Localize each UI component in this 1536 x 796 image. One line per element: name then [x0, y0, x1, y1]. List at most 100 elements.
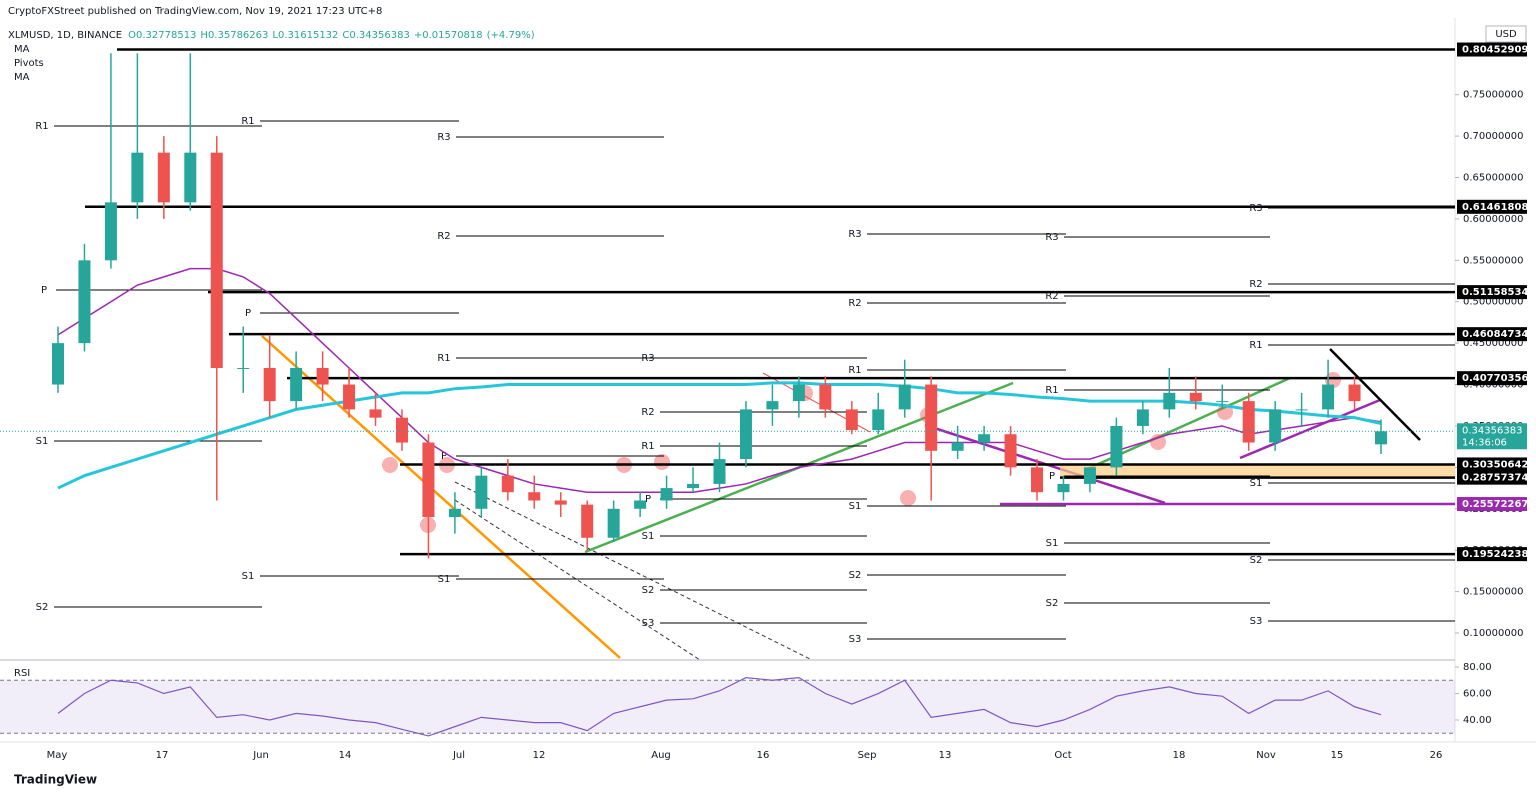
candle-body [1242, 401, 1255, 443]
pivot-label: P [645, 494, 651, 505]
x-tick-label: 17 [156, 750, 169, 761]
trendline [261, 335, 621, 659]
countdown: 14:36:06 [1462, 437, 1507, 448]
candle-body [792, 384, 805, 402]
candle-body [1375, 431, 1387, 445]
pivot-label: R3 [437, 132, 450, 143]
symbol: XLMUSD, 1D, BINANCE [8, 30, 122, 41]
level-label-box [1457, 42, 1527, 57]
current-price-box [1457, 423, 1527, 450]
pivot-label: S3 [1250, 616, 1263, 627]
touch-point [654, 454, 670, 470]
candle-body [1348, 384, 1361, 402]
candle-body [898, 384, 911, 410]
currency-box[interactable] [1485, 25, 1527, 43]
candle-body [1136, 409, 1149, 426]
pivot-label: S2 [36, 602, 49, 613]
pivot-label: R1 [848, 365, 861, 376]
pivot-label: R2 [437, 231, 450, 242]
candle-body [872, 409, 885, 431]
x-tick-label: 13 [939, 750, 952, 761]
y-tick-label: 0.45000000 [1463, 338, 1523, 349]
x-tick-label: Sep [858, 750, 877, 761]
y-tick-label: 0.60000000 [1463, 214, 1523, 225]
pivot-label: R3 [1249, 203, 1262, 214]
candle-body [819, 384, 832, 410]
candle-body [316, 367, 329, 385]
pivot-label: R2 [848, 298, 861, 309]
pivot-label: S1 [642, 531, 655, 542]
pivot-label: S3 [642, 618, 655, 629]
pivot-label: R1 [241, 116, 254, 127]
touch-point [1325, 372, 1341, 388]
x-tick-label: Nov [1256, 750, 1276, 761]
candle-body [1189, 392, 1202, 402]
pivot-label: S2 [642, 585, 655, 596]
candle-body [290, 367, 303, 402]
candle-body [475, 475, 488, 509]
candle-body [1295, 409, 1308, 411]
candle-body [1057, 483, 1070, 493]
level-label: 0.25572267 [1462, 499, 1528, 510]
rsi-tick-label: 60.00 [1463, 689, 1492, 700]
candle-body [422, 442, 435, 518]
candle-body [157, 152, 170, 203]
touch-point [1217, 404, 1233, 420]
indicator-name: MA [14, 44, 30, 55]
pivot-label: R2 [1045, 291, 1058, 302]
candle-body [131, 152, 144, 203]
y-tick-label: 0.75000000 [1463, 90, 1523, 101]
candle-body [1110, 425, 1123, 468]
x-tick-label: May [47, 750, 68, 761]
candle-body [1163, 392, 1176, 410]
x-tick-label: 14 [339, 750, 352, 761]
rsi-title: RSI [14, 668, 30, 679]
candle-body [554, 500, 567, 505]
level-label-box [1457, 457, 1527, 472]
candle-body [634, 500, 647, 509]
level-label-box [1457, 371, 1527, 386]
current-price: 0.34356383 [1462, 425, 1522, 436]
pivot-label: S2 [849, 570, 862, 581]
level-label: 0.51158534 [1462, 287, 1528, 298]
x-tick-label: 15 [1331, 750, 1344, 761]
pivot-label: S3 [849, 634, 862, 645]
candle-body [766, 401, 779, 410]
pivot-label: R2 [641, 407, 654, 418]
pivot-label: R1 [35, 121, 48, 132]
x-tick-label: Jun [252, 750, 269, 761]
touch-point [1150, 434, 1166, 450]
level-label: 0.61461808 [1462, 202, 1528, 213]
pivot-label: S2 [1046, 598, 1059, 609]
pivot-label: R3 [1045, 232, 1058, 243]
pivot-label: P [1049, 471, 1055, 482]
candle-body [607, 508, 620, 538]
ohlc-value: L0.31615132 [272, 30, 338, 41]
x-tick-label: 12 [533, 750, 546, 761]
level-label-box [1457, 497, 1527, 512]
indicator-name: MA [14, 72, 30, 83]
touch-point [382, 457, 398, 473]
level-label: 0.30350642 [1462, 459, 1528, 470]
candle-body [263, 367, 276, 402]
brand: TradingView [14, 773, 97, 787]
pivot-label: S2 [1250, 555, 1263, 566]
touch-point [900, 490, 916, 506]
pivot-label: S1 [36, 436, 49, 447]
ohlc-value: O0.32778513 [128, 30, 196, 41]
x-tick-label: 16 [757, 750, 770, 761]
candle-body [845, 409, 858, 431]
candle-body [184, 152, 197, 203]
candle-body [1083, 467, 1096, 484]
candle-body [739, 409, 752, 460]
x-tick-label: Aug [651, 750, 671, 761]
candle-body [1269, 409, 1282, 443]
y-tick-label: 0.10000000 [1463, 628, 1523, 639]
pivot-label: P [441, 451, 447, 462]
candle-body [448, 508, 461, 518]
y-tick-label: 0.50000000 [1463, 297, 1523, 308]
y-tick-label: 0.55000000 [1463, 255, 1523, 266]
candle-body [104, 202, 117, 261]
